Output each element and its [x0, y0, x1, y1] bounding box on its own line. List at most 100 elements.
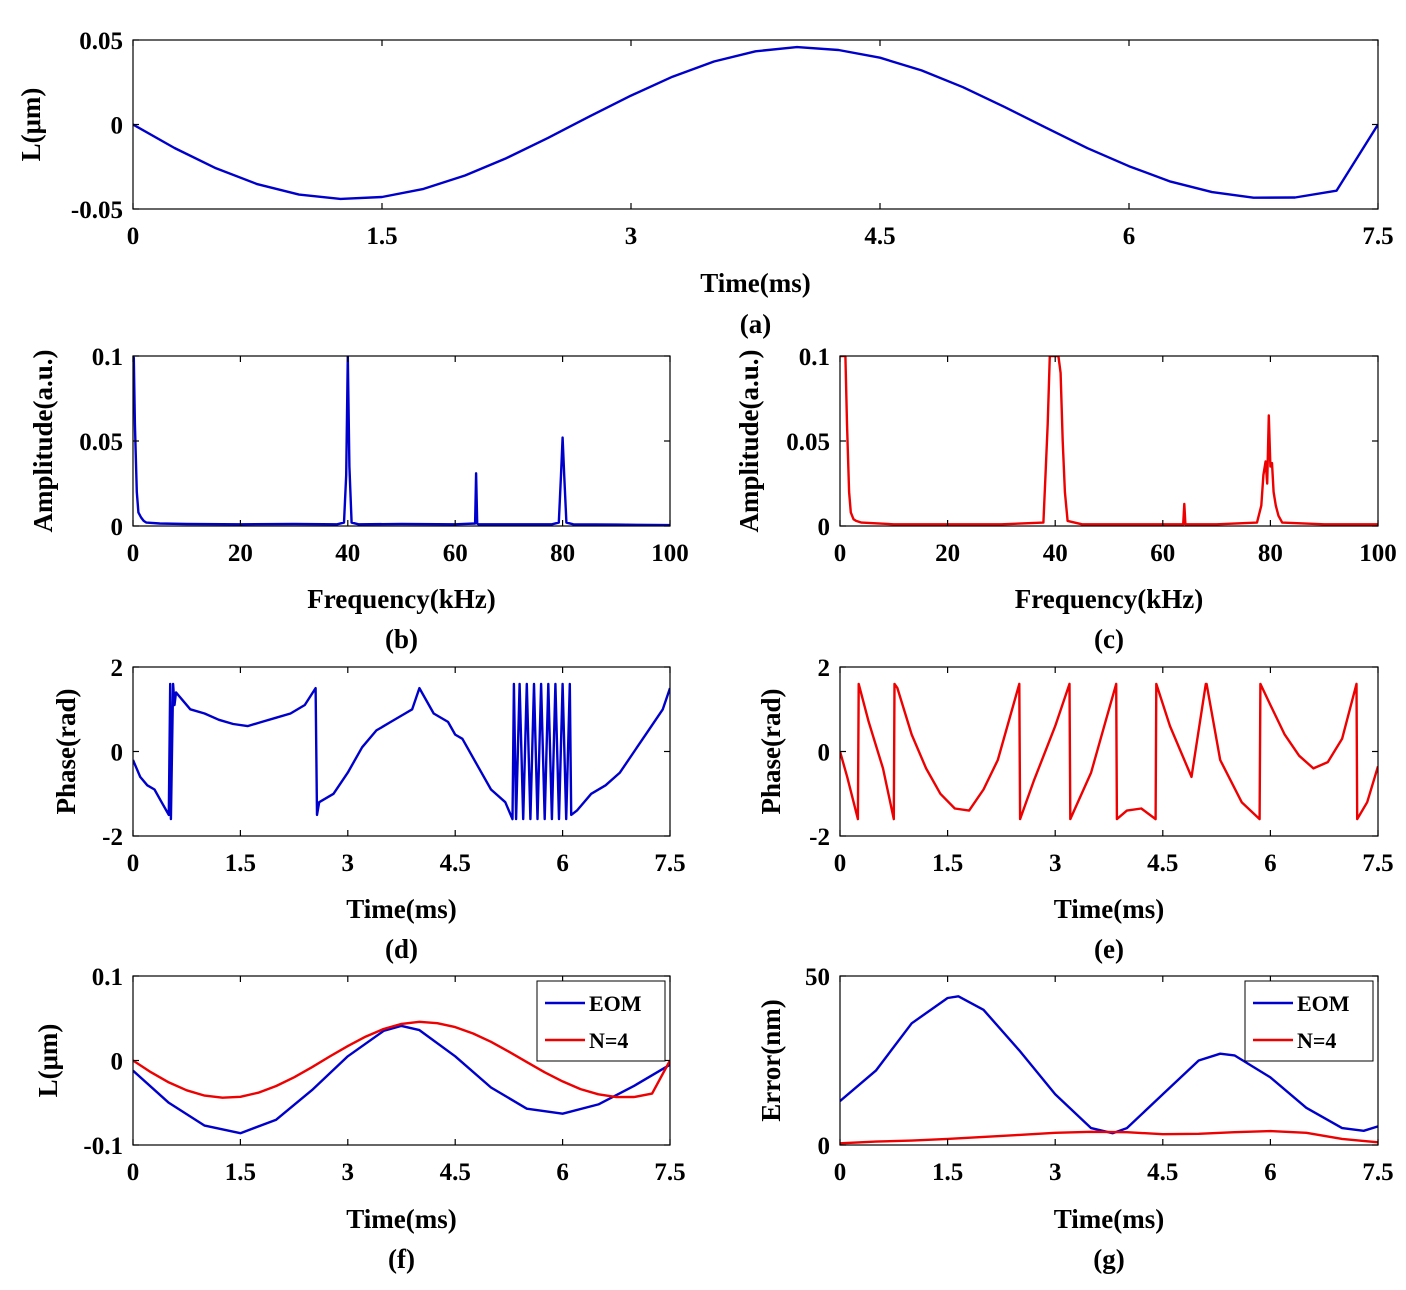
- x-tick-label: 1.5: [932, 1159, 963, 1186]
- x-tick-label: 0: [127, 850, 140, 877]
- y-tick-label: 0.1: [92, 344, 123, 371]
- legend: EOM N=4: [536, 980, 666, 1062]
- y-tick-label: 0: [818, 740, 831, 767]
- legend: EOM N=4: [1244, 980, 1374, 1062]
- y-tick-label: 0: [111, 113, 124, 140]
- legend-box: [536, 980, 666, 1062]
- legend-entry: N=4: [589, 1028, 628, 1053]
- y-axis-label: Phase(rad): [51, 689, 81, 815]
- x-tick-label: 4.5: [864, 223, 895, 250]
- y-tick-label: 0: [818, 1133, 831, 1160]
- x-tick-label: 3: [1049, 1159, 1062, 1186]
- y-tick-label: 0.1: [92, 964, 123, 991]
- x-tick-label: 60: [443, 540, 468, 567]
- x-tick-label: 7.5: [1362, 1159, 1393, 1186]
- y-tick-label: -2: [102, 824, 123, 851]
- x-tick-label: 60: [1150, 540, 1175, 567]
- y-axis-label: L(μm): [33, 1024, 63, 1098]
- x-tick-label: 6: [1264, 1159, 1277, 1186]
- series-line-l: [133, 45, 1378, 201]
- series-line-eom: [840, 995, 1378, 1135]
- y-axis-label: Phase(rad): [756, 689, 786, 815]
- x-axis-label: Frequency(kHz): [307, 584, 495, 614]
- y-tick-label: 0: [818, 514, 831, 541]
- panel-b: 0 20 40 60 80 100 0 0.05 0.1 Frequency(kHz) Amplit…: [28, 344, 689, 654]
- y-tick-label: 0: [111, 514, 124, 541]
- x-tick-label: 80: [1258, 540, 1283, 567]
- panel-label: (g): [1093, 1244, 1124, 1274]
- y-tick-label: 2: [818, 655, 831, 682]
- x-axis-label: Frequency(kHz): [1015, 584, 1203, 614]
- y-tick-label: -0.05: [71, 197, 123, 224]
- x-tick-label: 0: [834, 540, 847, 567]
- x-tick-label: 6: [556, 1159, 569, 1186]
- x-tick-label: 0: [127, 540, 140, 567]
- x-tick-label: 40: [335, 540, 360, 567]
- y-tick-label: 0: [111, 1049, 124, 1076]
- y-axis-label: Amplitude(a.u.): [734, 349, 764, 532]
- x-tick-label: 0: [127, 1159, 140, 1186]
- panel-g: 0 1.5 3 4.5 6 7.5 0 50 Time(ms) Error(nm) (g) EOM N=…: [756, 964, 1394, 1274]
- panel-label: (d): [385, 934, 418, 964]
- x-tick-label: 7.5: [654, 850, 685, 877]
- x-tick-label: 3: [1049, 850, 1062, 877]
- panel-f: 0 1.5 3 4.5 6 7.5-0.100.1Time(ms)L(μm)(f)EOMN…: [33, 964, 686, 1274]
- x-tick-label: 1.5: [366, 223, 397, 250]
- panel-c: 0 20 40 60 80 100 0 0.05 0.1 Frequency(kHz) Amplit…: [734, 344, 1397, 654]
- x-tick-label: 3: [625, 223, 638, 250]
- y-axis-label: Error(nm): [756, 999, 786, 1121]
- y-tick-label: 0.05: [79, 28, 123, 55]
- axes-box: [839, 975, 1379, 1146]
- series-line-phase: [840, 682, 1378, 821]
- x-tick-label: 3: [342, 1159, 355, 1186]
- x-tick-label: 4.5: [1147, 850, 1178, 877]
- x-axis-label: Time(ms): [346, 1204, 456, 1234]
- y-tick-label: 0: [111, 740, 124, 767]
- x-axis-label: Time(ms): [700, 268, 810, 298]
- y-tick-label: 0.05: [786, 429, 830, 456]
- legend-entry: N=4: [1297, 1028, 1336, 1053]
- x-tick-label: 100: [651, 540, 689, 567]
- panel-label: (f): [388, 1244, 415, 1274]
- x-tick-label: 4.5: [440, 1159, 471, 1186]
- y-tick-label: -0.1: [83, 1133, 123, 1160]
- series-line-spectrum: [840, 356, 1378, 526]
- axes-box: [839, 355, 1379, 527]
- series-line-n-4: [840, 1129, 1378, 1145]
- axes-box: [132, 666, 671, 837]
- axes-box: [132, 39, 1379, 210]
- x-tick-label: 6: [1264, 850, 1277, 877]
- x-tick-label: 1.5: [932, 850, 963, 877]
- x-tick-label: 7.5: [1362, 223, 1393, 250]
- x-tick-label: 4.5: [440, 850, 471, 877]
- legend-box: [1244, 980, 1374, 1062]
- y-tick-label: 50: [805, 964, 830, 991]
- legend-entry: EOM: [1297, 991, 1350, 1016]
- x-tick-label: 20: [228, 540, 253, 567]
- panel-label: (a): [740, 309, 771, 339]
- x-tick-label: 20: [935, 540, 960, 567]
- x-tick-label: 1.5: [225, 1159, 256, 1186]
- legend-entry: EOM: [589, 991, 642, 1016]
- y-tick-label: -2: [809, 824, 830, 851]
- x-tick-label: 40: [1043, 540, 1068, 567]
- x-tick-label: 0: [834, 1159, 847, 1186]
- x-axis-label: Time(ms): [1054, 894, 1164, 924]
- x-tick-label: 0: [834, 850, 847, 877]
- y-axis-label: Amplitude(a.u.): [28, 349, 58, 532]
- y-axis-label: L(μm): [16, 88, 46, 162]
- x-tick-label: 3: [342, 850, 355, 877]
- x-tick-label: 6: [1123, 223, 1136, 250]
- axes-box: [132, 355, 671, 527]
- x-axis-label: Time(ms): [346, 894, 456, 924]
- x-tick-label: 6: [556, 850, 569, 877]
- y-tick-label: 0.05: [79, 429, 123, 456]
- panel-label: (c): [1094, 624, 1124, 654]
- x-tick-label: 7.5: [1362, 850, 1393, 877]
- x-tick-label: 100: [1359, 540, 1397, 567]
- x-axis-label: Time(ms): [1054, 1204, 1164, 1234]
- x-tick-label: 7.5: [654, 1159, 685, 1186]
